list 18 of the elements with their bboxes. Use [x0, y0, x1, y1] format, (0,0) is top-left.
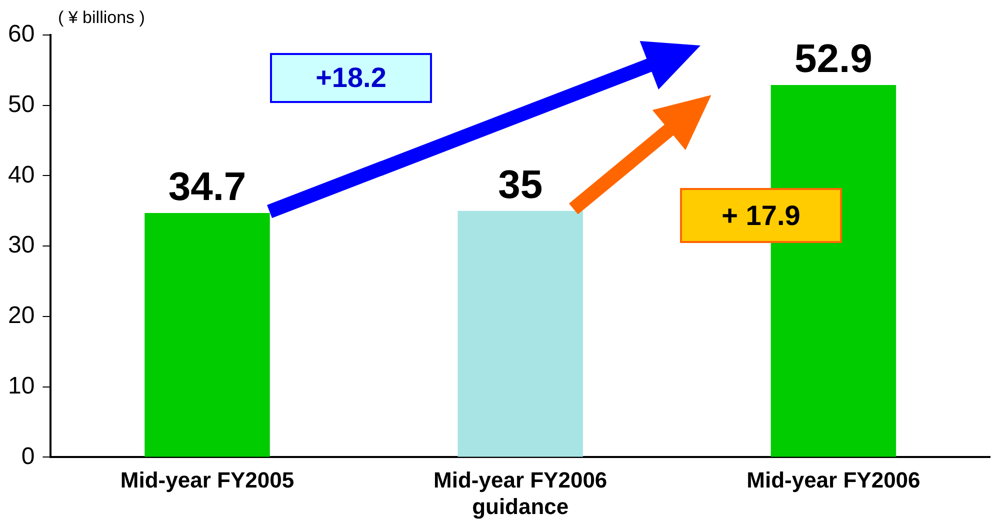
y-tick-label: 50	[8, 90, 35, 118]
y-tick-label: 30	[8, 232, 35, 259]
bar	[458, 210, 583, 457]
callout-box: + 17.9	[680, 188, 842, 243]
callout-box: +18.2	[270, 53, 432, 103]
data-label: 35	[498, 162, 543, 207]
y-tick-label: 60	[8, 20, 35, 48]
y-tick-label: 10	[8, 372, 35, 400]
y-tick-label: 40	[8, 161, 35, 188]
bar	[144, 213, 270, 457]
y-tick-label: 20	[8, 302, 35, 330]
y-axis-title: ( ¥ billions )	[58, 8, 145, 28]
x-tick-label: Mid-year FY2005	[120, 467, 294, 492]
x-tick-label: Mid-year FY2006	[746, 467, 920, 492]
data-label: 34.7	[168, 165, 246, 210]
y-tick-label: 0	[21, 442, 35, 470]
data-label: 52.9	[794, 36, 872, 81]
x-tick-label: Mid-year FY2006 guidance	[434, 467, 608, 519]
